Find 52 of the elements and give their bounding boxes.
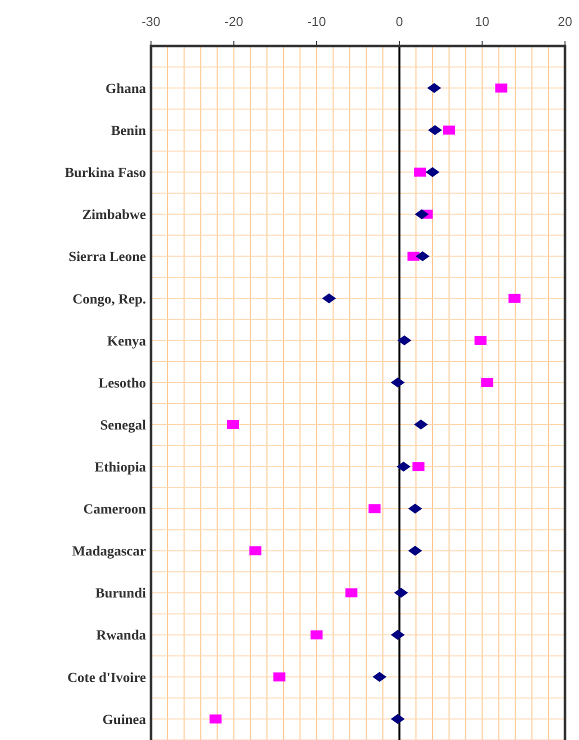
point (345, 588, 358, 598)
point (508, 294, 520, 303)
y-tick-label: Cameroon (83, 502, 146, 518)
point (426, 167, 440, 178)
point (414, 420, 428, 430)
x-tick-label: 0 (396, 14, 404, 29)
point (412, 462, 424, 472)
point (249, 546, 262, 556)
y-tick-label: Madagascar (72, 544, 146, 560)
point (414, 168, 426, 177)
point (372, 672, 387, 682)
point (368, 504, 381, 514)
x-tick-label: -10 (307, 14, 326, 29)
y-tick-label: Rwanda (96, 628, 146, 644)
point (226, 420, 239, 430)
point (273, 672, 286, 682)
point (408, 546, 422, 556)
y-tick-label: Lesotho (98, 376, 146, 392)
y-tick-label: Zimbabwe (82, 208, 146, 224)
y-tick-label: Kenya (107, 334, 146, 350)
point (443, 126, 456, 135)
point (390, 630, 405, 640)
point (416, 251, 430, 262)
y-tick-label: Ethiopia (94, 460, 146, 476)
point (428, 125, 442, 136)
y-tick-label: Senegal (100, 418, 146, 434)
y-tick-label: Ghana (106, 82, 146, 97)
point (481, 378, 494, 387)
y-tick-label: Congo, Rep. (72, 292, 146, 308)
x-tick-label: -20 (224, 14, 244, 29)
point (322, 293, 336, 304)
point (396, 462, 411, 472)
y-tick-label: Guinea (102, 712, 146, 728)
point (210, 714, 222, 724)
point (414, 209, 429, 220)
y-tick-label: Burundi (95, 586, 146, 602)
point (408, 504, 422, 514)
x-tick-label: 20 (558, 14, 572, 29)
y-tick-label: Cote d'Ivoire (67, 670, 146, 686)
point (397, 335, 412, 346)
y-tick-label: Benin (110, 124, 146, 140)
point (474, 336, 487, 345)
x-tick-label: 10 (474, 14, 490, 29)
x-tick-label: -30 (142, 14, 160, 29)
point (390, 377, 405, 388)
point (394, 588, 408, 598)
y-tick-label: Sierra Leone (68, 250, 146, 266)
y-tick-label: Burkina Faso (64, 166, 146, 182)
point (495, 84, 508, 93)
point (310, 630, 323, 640)
point (427, 83, 442, 94)
point (390, 714, 405, 724)
